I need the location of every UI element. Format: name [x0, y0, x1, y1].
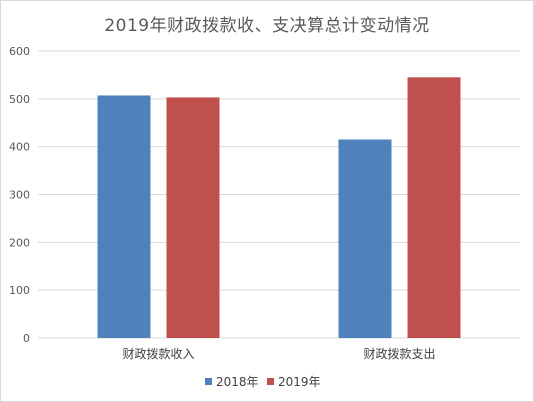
- y-tick-label: 600: [9, 45, 30, 58]
- chart-title: 2019年财政拨款收、支决算总计变动情况: [104, 16, 430, 36]
- legend-label-2: 2019年: [278, 375, 321, 389]
- bar-2-1: [338, 139, 392, 338]
- bar-1-1: [97, 95, 151, 338]
- x-axis-categories: 财政拨款收入 财政拨款支出: [122, 347, 435, 361]
- legend: 2018年 2019年: [205, 375, 321, 389]
- bar-2-2: [407, 77, 461, 338]
- legend-swatch-1: [205, 378, 212, 385]
- x-category-label: 财政拨款收入: [122, 347, 194, 361]
- y-tick-label: 400: [9, 141, 30, 154]
- x-category-label: 财政拨款支出: [363, 347, 435, 361]
- legend-label-1: 2018年: [216, 375, 259, 389]
- y-axis-ticks: 0 100 200 300 400 500 600: [9, 45, 30, 345]
- y-tick-label: 500: [9, 93, 30, 106]
- y-tick-label: 200: [9, 236, 30, 249]
- bar-1-2: [166, 97, 220, 338]
- y-tick-label: 300: [9, 189, 30, 202]
- bars: [97, 77, 461, 338]
- y-tick-label: 100: [9, 284, 30, 297]
- y-tick-label: 0: [23, 332, 30, 345]
- legend-swatch-2: [267, 378, 274, 385]
